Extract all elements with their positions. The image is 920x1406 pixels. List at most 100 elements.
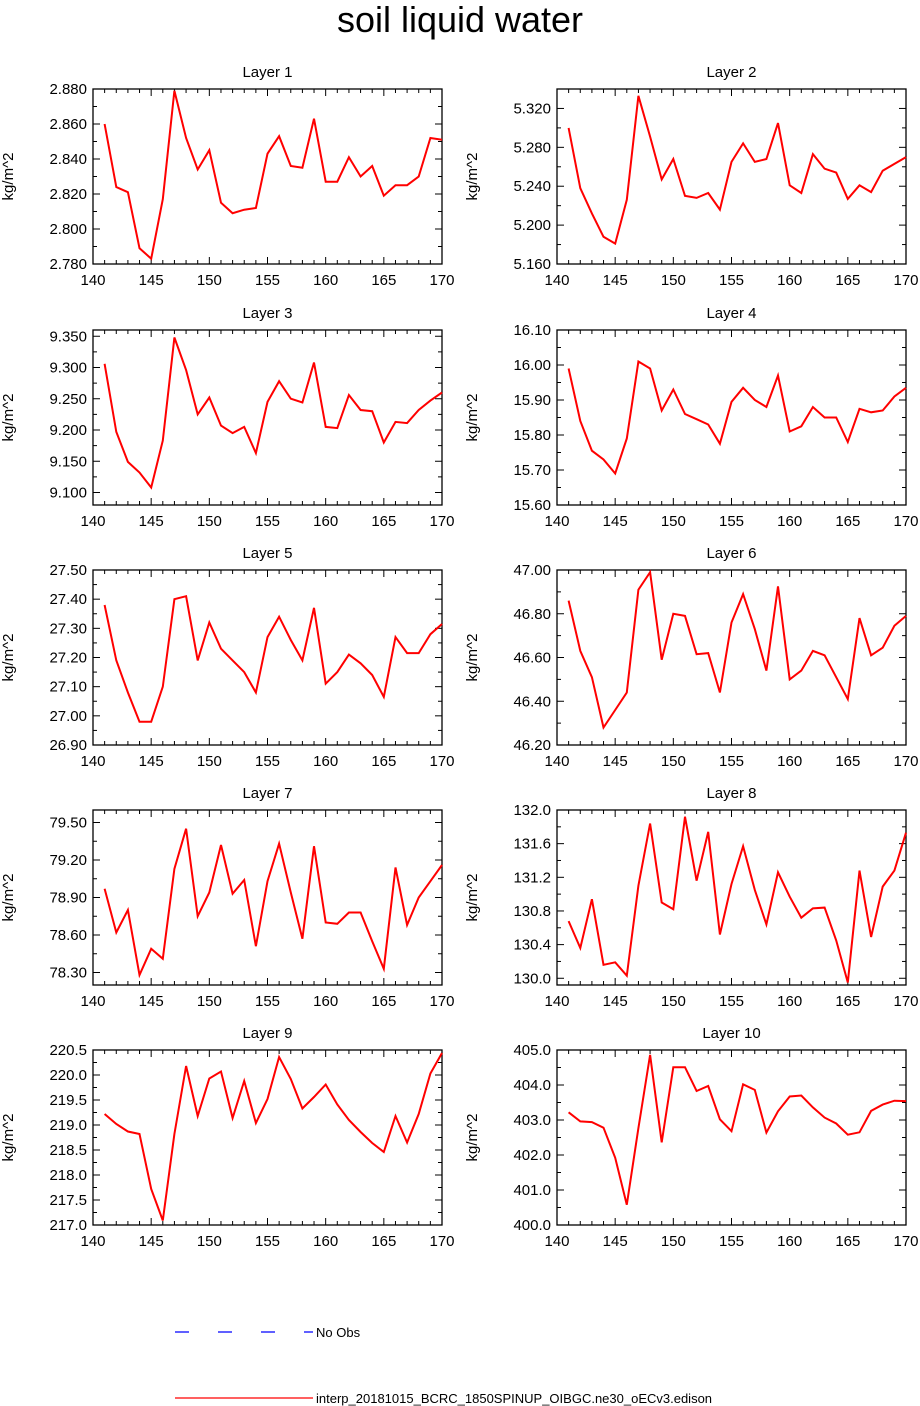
y-axis-label: kg/m^2	[464, 153, 481, 201]
x-tick-label: 145	[603, 272, 628, 289]
series-line	[103, 828, 443, 979]
y-tick-label: 9.300	[49, 360, 87, 377]
y-tick-label: 132.0	[513, 802, 551, 819]
x-tick-label: 145	[139, 1233, 164, 1250]
y-tick-label: 131.6	[513, 836, 551, 853]
y-tick-label: 46.40	[513, 693, 551, 710]
x-tick-label: 150	[661, 993, 686, 1010]
series-line	[567, 359, 907, 476]
panel-title: Layer 1	[242, 64, 292, 81]
y-axis-label: kg/m^2	[0, 394, 17, 442]
x-tick-label: 170	[893, 993, 918, 1010]
plot-frame	[92, 88, 443, 265]
panel-2: Layer 2 140 145 150 155 160 165 170 5.160 5.200 5.…	[464, 64, 919, 289]
x-tick-label: 150	[661, 513, 686, 530]
x-tick-label: 160	[777, 1233, 802, 1250]
y-tick-label: 79.50	[49, 815, 87, 832]
series-line	[567, 816, 907, 983]
x-tick-label: 150	[661, 753, 686, 770]
y-tick-label: 27.40	[49, 591, 87, 608]
y-tick-label: 2.820	[49, 186, 87, 203]
y-axis-label: kg/m^2	[0, 874, 17, 922]
x-tick-label: 150	[661, 1233, 686, 1250]
x-tick-label: 145	[603, 1233, 628, 1250]
x-tick-label: 140	[80, 513, 105, 530]
x-tick-label: 170	[893, 513, 918, 530]
y-axis-label: kg/m^2	[0, 1114, 17, 1162]
series-line	[567, 95, 907, 246]
x-tick-label: 170	[429, 272, 454, 289]
x-tick-label: 170	[429, 1233, 454, 1250]
x-tick-label: 160	[313, 1233, 338, 1250]
x-tick-label: 160	[777, 272, 802, 289]
y-tick-label: 5.200	[513, 217, 551, 234]
y-tick-label: 15.60	[513, 497, 551, 514]
x-tick-label: 145	[139, 753, 164, 770]
x-tick-label: 160	[313, 272, 338, 289]
y-axis-label: kg/m^2	[464, 1114, 481, 1162]
x-tick-label: 145	[139, 513, 164, 530]
y-tick-label: 218.5	[49, 1142, 87, 1159]
series-line	[103, 1052, 443, 1221]
y-tick-label: 15.80	[513, 427, 551, 444]
y-tick-label: 219.5	[49, 1092, 87, 1109]
panel-title: Layer 2	[706, 64, 756, 81]
y-tick-label: 78.60	[49, 927, 87, 944]
x-tick-label: 170	[893, 1233, 918, 1250]
x-tick-label: 165	[371, 993, 396, 1010]
x-tick-label: 155	[719, 1233, 744, 1250]
x-tick-label: 165	[371, 1233, 396, 1250]
panel-title: Layer 10	[702, 1025, 760, 1042]
y-tick-label: 219.0	[49, 1117, 87, 1134]
series-line	[103, 90, 443, 261]
y-tick-label: 78.30	[49, 965, 87, 982]
y-tick-label: 5.160	[513, 256, 551, 273]
x-tick-label: 155	[255, 1233, 280, 1250]
y-tick-label: 217.0	[49, 1217, 87, 1234]
y-tick-label: 9.350	[49, 328, 87, 345]
panel-title: Layer 3	[242, 305, 292, 322]
y-tick-label: 405.0	[513, 1042, 551, 1059]
y-tick-label: 403.0	[513, 1112, 551, 1129]
y-tick-label: 27.20	[49, 650, 87, 667]
x-tick-label: 165	[835, 993, 860, 1010]
y-tick-label: 27.30	[49, 620, 87, 637]
panel-title: Layer 7	[242, 785, 292, 802]
panel-title: Layer 9	[242, 1025, 292, 1042]
x-tick-label: 150	[197, 513, 222, 530]
x-tick-label: 140	[544, 513, 569, 530]
x-tick-label: 150	[197, 272, 222, 289]
x-tick-label: 140	[80, 993, 105, 1010]
y-tick-label: 401.0	[513, 1182, 551, 1199]
x-tick-label: 155	[719, 993, 744, 1010]
x-tick-label: 140	[80, 272, 105, 289]
x-tick-label: 155	[255, 513, 280, 530]
page-title: soil liquid water	[336, 0, 584, 40]
x-tick-label: 170	[429, 993, 454, 1010]
y-tick-label: 402.0	[513, 1147, 551, 1164]
panel-1: Layer 1 140 145 150 155 160 165 170 2.780 2.800 2.…	[0, 64, 455, 289]
x-tick-label: 140	[544, 993, 569, 1010]
series-line	[567, 1054, 907, 1205]
x-tick-label: 145	[603, 753, 628, 770]
x-tick-label: 150	[197, 1233, 222, 1250]
x-tick-label: 140	[544, 753, 569, 770]
x-tick-label: 140	[80, 753, 105, 770]
panel-4: Layer 4 140 145 150 155 160 165 170 15.60 15.70 15…	[464, 305, 919, 530]
y-axis-label: kg/m^2	[464, 874, 481, 922]
y-tick-label: 79.20	[49, 852, 87, 869]
panel-3: Layer 3 140 145 150 155 160 165 170 9.100 9.150 9.…	[0, 305, 455, 530]
panel-10: Layer 10 140 145 150 155 160 165 170 400.0 401.0 4…	[464, 1025, 919, 1250]
legend-model-label: interp_20181015_BCRC_1850SPINUP_OIBGC.ne…	[316, 1391, 712, 1406]
x-tick-label: 170	[893, 753, 918, 770]
plot-frame	[92, 569, 443, 746]
plot-frame	[92, 1049, 443, 1226]
panel-9: Layer 9 140 145 150 155 160 165 170 217.0 217.5 21…	[0, 1025, 455, 1250]
plot-frame	[556, 329, 907, 506]
x-tick-label: 170	[429, 513, 454, 530]
panel-title: Layer 8	[706, 785, 756, 802]
x-tick-label: 150	[661, 272, 686, 289]
x-tick-label: 155	[255, 272, 280, 289]
y-tick-label: 26.90	[49, 737, 87, 754]
y-tick-label: 5.320	[513, 100, 551, 117]
